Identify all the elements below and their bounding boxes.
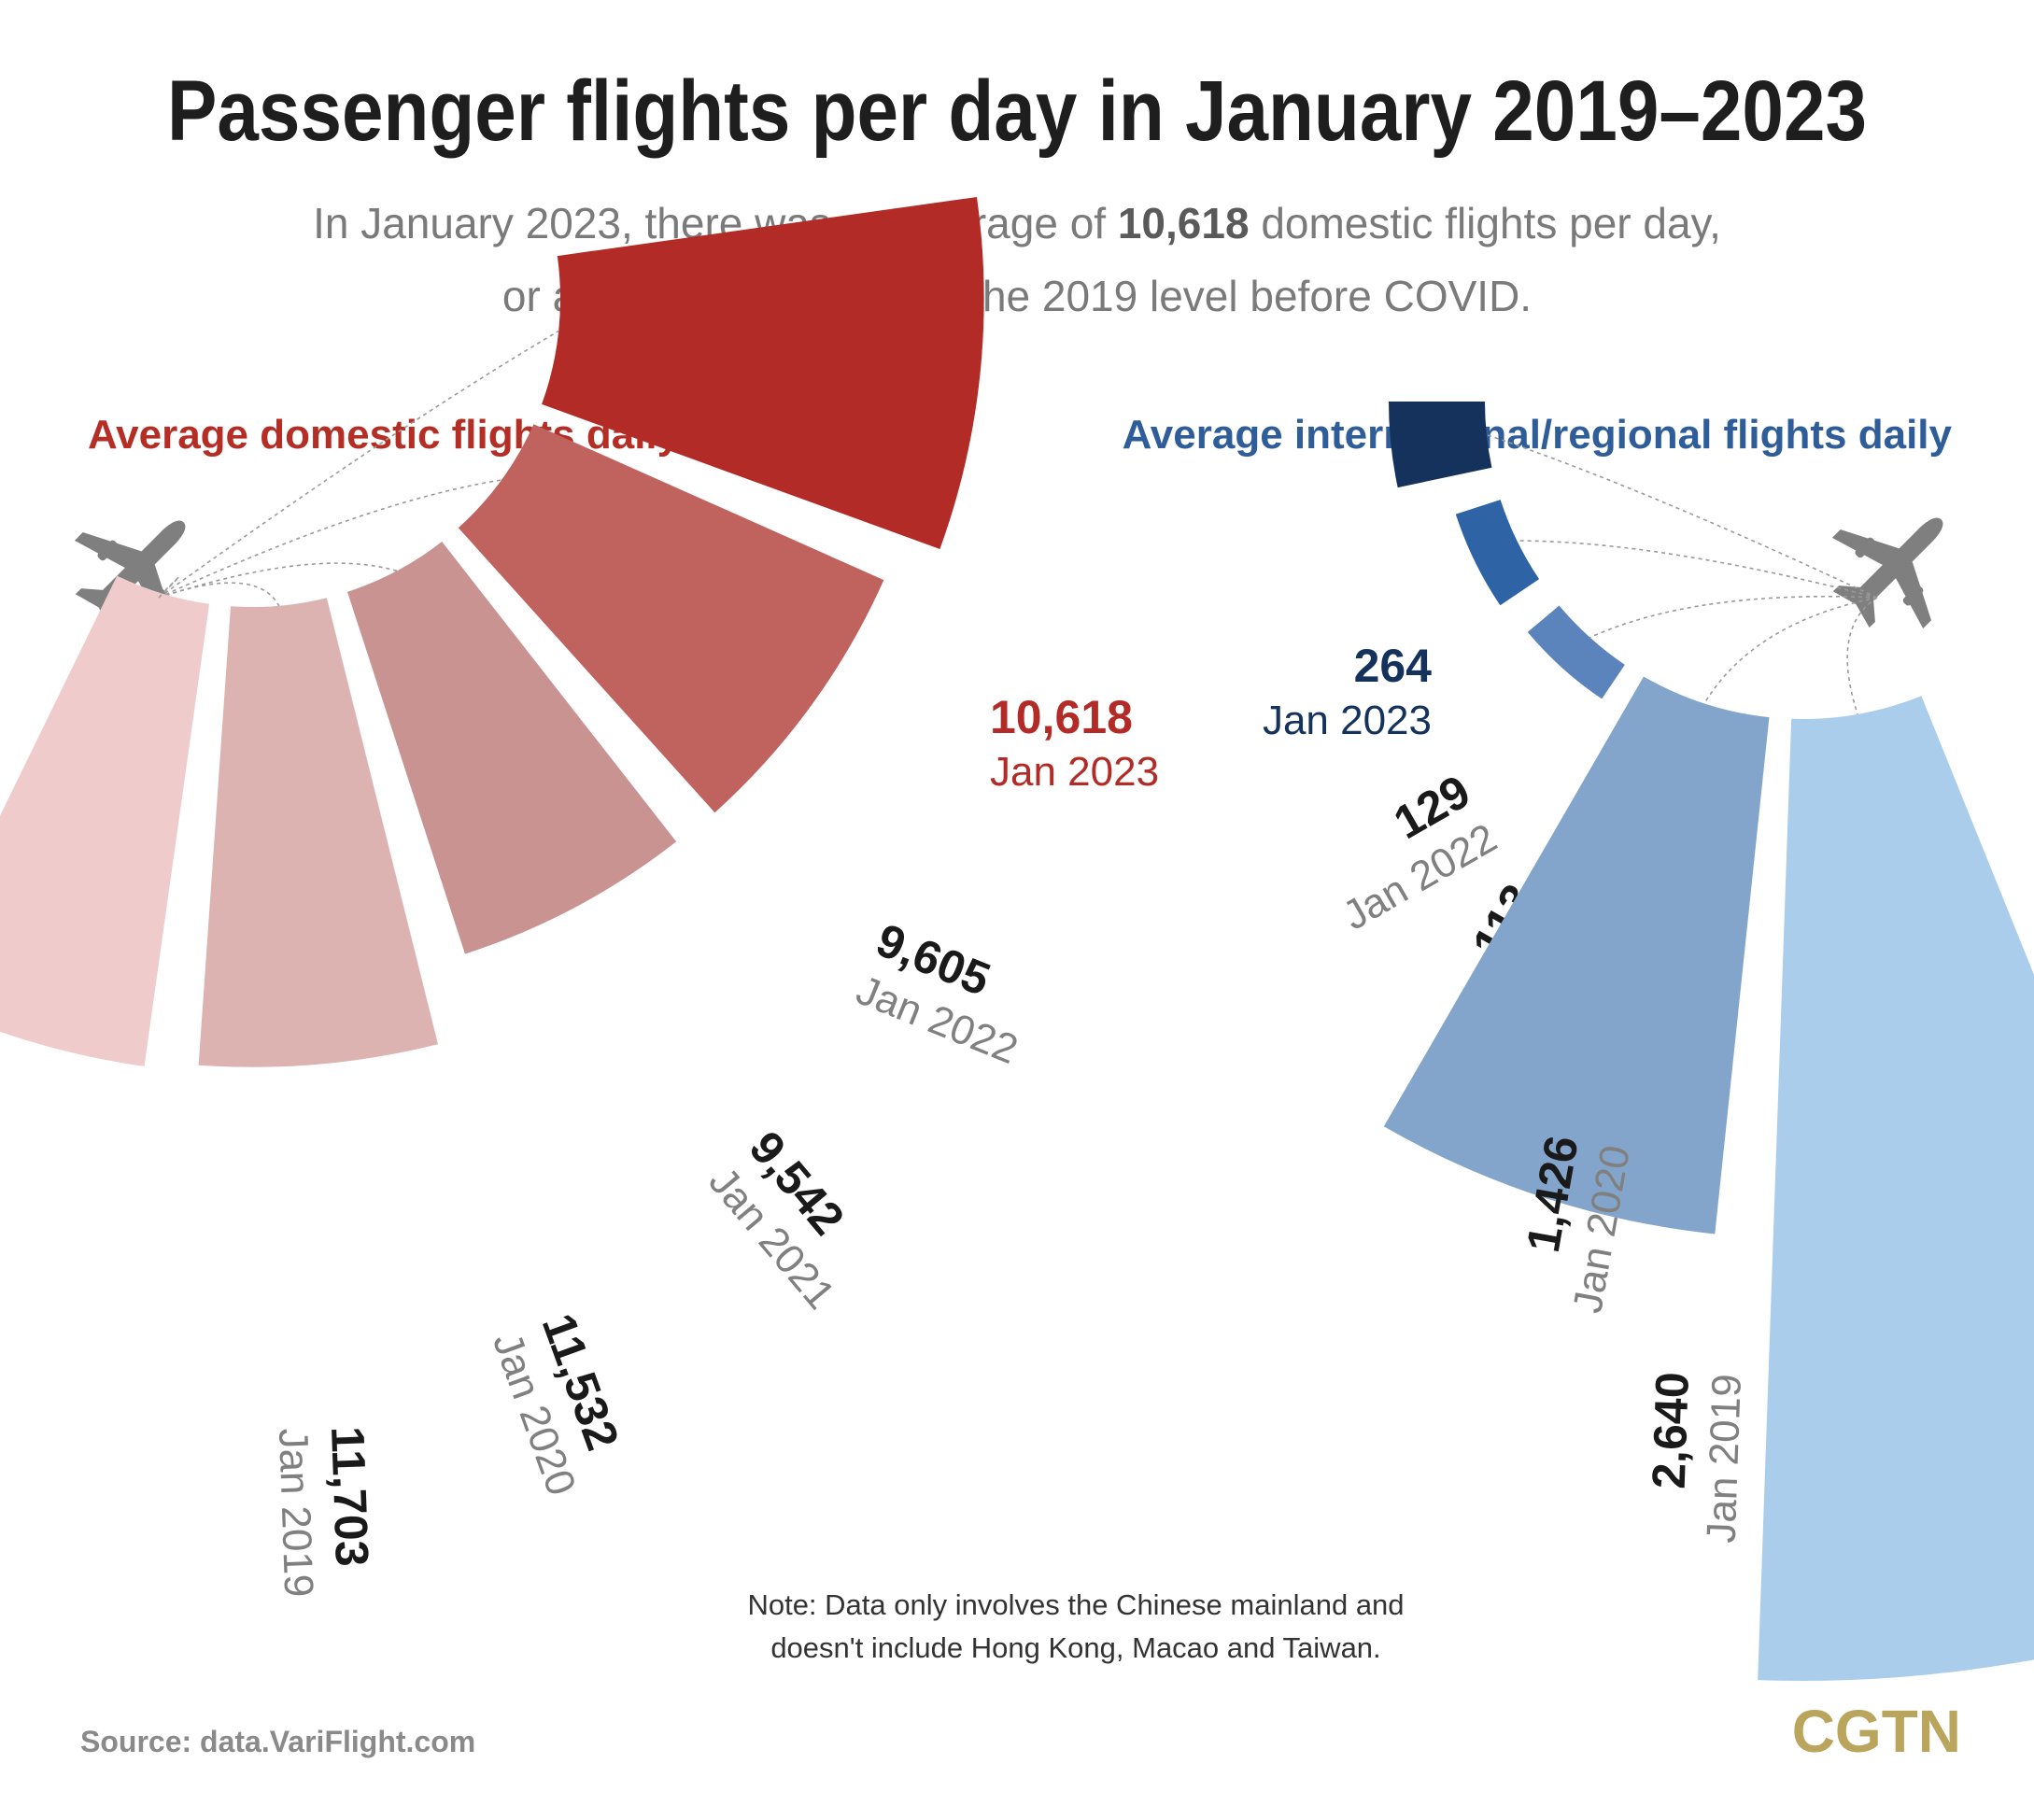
international-flight-path-4 — [1846, 597, 1878, 715]
domestic-bar-2 — [346, 542, 677, 954]
international-bar-2 — [1527, 605, 1625, 699]
international-bar-0 — [1388, 402, 1492, 488]
domestic-flight-path-2 — [158, 562, 398, 599]
domestic-flight-path-0 — [158, 330, 559, 599]
international-value-label-0: 264 — [1354, 640, 1433, 692]
domestic-bar-3 — [198, 598, 439, 1067]
international-label-group-0: 264 Jan 2023 — [1263, 640, 1432, 743]
airplane-icon-international — [1831, 517, 1943, 629]
international-label-group-4: 2,640 Jan 2019 — [1643, 1371, 1750, 1545]
international-flight-path-1 — [1517, 540, 1878, 599]
subtitle-run: 10,618 — [1118, 199, 1250, 247]
international-flight-path-0 — [1486, 433, 1878, 599]
domestic-category-label-0: Jan 2023 — [990, 749, 1159, 795]
domestic-value-label-4: 11,703 — [321, 1425, 378, 1567]
international-category-label-4: Jan 2019 — [1699, 1374, 1750, 1545]
domestic-label-group-0: 10,618 Jan 2023 — [990, 691, 1159, 795]
note-line-2: doesn't include Hong Kong, Macao and Tai… — [770, 1631, 1380, 1664]
page-title: Passenger flights per day in January 201… — [167, 63, 1867, 159]
source-text: Source: data.VariFlight.com — [80, 1725, 475, 1758]
domestic-bar-0 — [542, 196, 984, 550]
domestic-bar-4 — [0, 575, 210, 1066]
international-value-label-4: 2,640 — [1643, 1371, 1699, 1489]
international-bar-4 — [1758, 696, 2034, 1681]
domestic-bar-1 — [458, 424, 884, 813]
international-bar-3 — [1383, 676, 1770, 1234]
international-flight-path-2 — [1589, 595, 1878, 639]
domestic-flight-path-4 — [158, 575, 180, 599]
international-chart-title: Average international/regional flights d… — [1123, 412, 1953, 458]
note-line-1: Note: Data only involves the Chinese mai… — [747, 1588, 1404, 1621]
international-category-label-0: Jan 2023 — [1263, 698, 1432, 743]
domestic-value-label-0: 10,618 — [990, 691, 1133, 743]
international-bar-1 — [1455, 500, 1540, 606]
domestic-category-label-4: Jan 2019 — [270, 1428, 321, 1599]
subtitle-line-1: In January 2023, there was an average of… — [313, 199, 1721, 247]
subtitle-run: domestic flights per day, — [1250, 199, 1721, 247]
international-flight-path-3 — [1703, 597, 1878, 704]
cgtn-logo: CGTN — [1792, 1698, 1961, 1765]
domestic-flight-path-1 — [158, 479, 502, 599]
